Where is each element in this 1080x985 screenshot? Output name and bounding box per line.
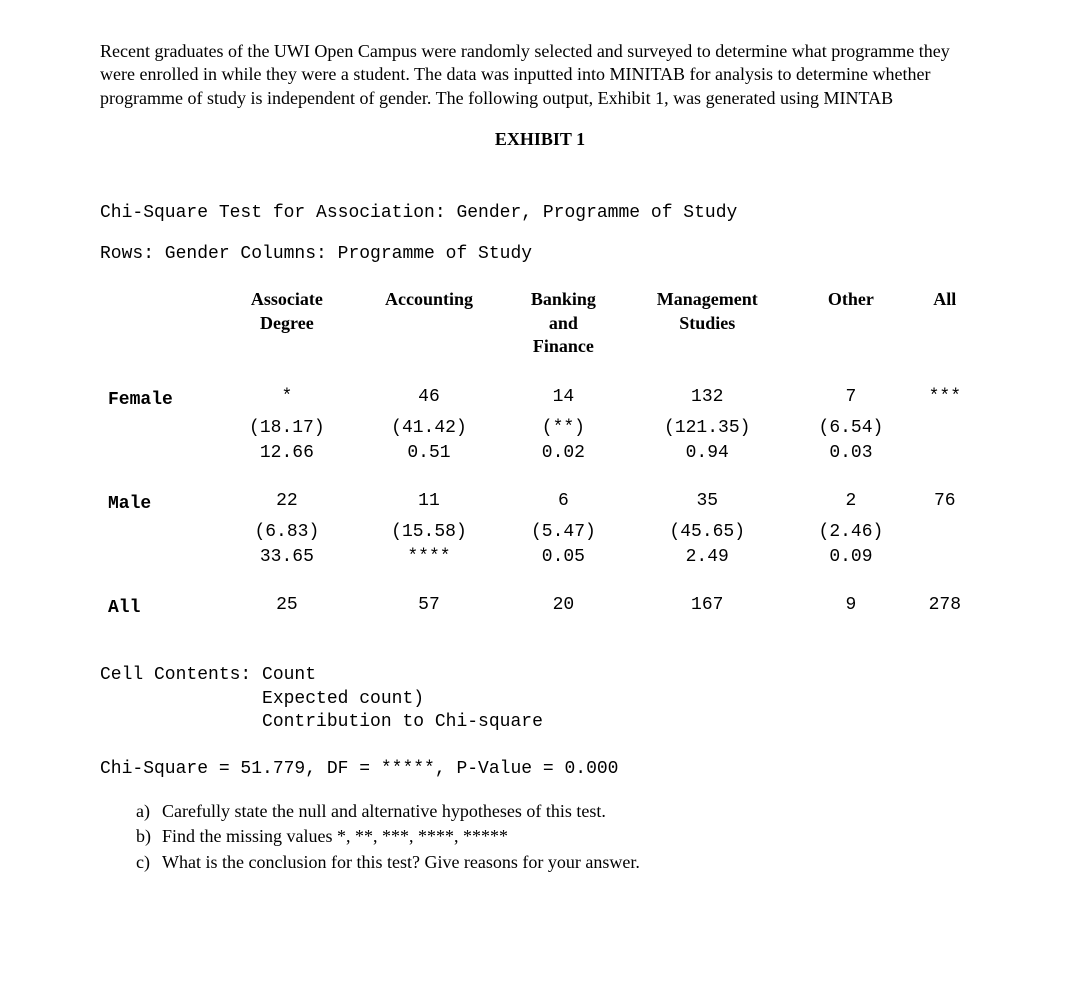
cell: * xyxy=(220,385,353,416)
cell: 33.65 xyxy=(220,545,353,570)
cell: **** xyxy=(353,545,504,570)
cell: 0.09 xyxy=(792,545,909,570)
cell: (41.42) xyxy=(353,416,504,441)
header-other: Other xyxy=(792,284,909,362)
question-c: c) What is the conclusion for this test?… xyxy=(136,851,980,874)
cell: (121.35) xyxy=(622,416,792,441)
cell: 22 xyxy=(220,489,353,520)
cell: 0.03 xyxy=(792,441,909,466)
question-label: b) xyxy=(136,825,162,848)
cell: 76 xyxy=(910,489,980,520)
cell: 35 xyxy=(622,489,792,520)
header-management: ManagementStudies xyxy=(622,284,792,362)
female-contrib-row: 12.66 0.51 0.02 0.94 0.03 xyxy=(100,441,980,466)
cell: (45.65) xyxy=(622,520,792,545)
question-a: a) Carefully state the null and alternat… xyxy=(136,800,980,823)
exhibit-title: EXHIBIT 1 xyxy=(100,128,980,151)
cell: 6 xyxy=(505,489,623,520)
header-banking: BankingandFinance xyxy=(505,284,623,362)
cell: 0.02 xyxy=(505,441,623,466)
header-associate: AssociateDegree xyxy=(220,284,353,362)
all-label: All xyxy=(100,593,220,624)
cell: 20 xyxy=(505,593,623,624)
cell: (5.47) xyxy=(505,520,623,545)
cell: 0.05 xyxy=(505,545,623,570)
header-accounting: Accounting xyxy=(353,284,504,362)
male-label: Male xyxy=(100,489,220,520)
cell: 57 xyxy=(353,593,504,624)
cell: 12.66 xyxy=(220,441,353,466)
rows-columns-line: Rows: Gender Columns: Programme of Study xyxy=(100,243,980,266)
cell xyxy=(910,441,980,466)
cell: 278 xyxy=(910,593,980,624)
table-header-row: AssociateDegree Accounting BankingandFin… xyxy=(100,284,980,362)
cell-contents-legend: Cell Contents: Count Expected count) Con… xyxy=(100,664,980,734)
cell: (6.54) xyxy=(792,416,909,441)
cell: 0.51 xyxy=(353,441,504,466)
cell: 25 xyxy=(220,593,353,624)
header-blank xyxy=(100,284,220,362)
cell: (15.58) xyxy=(353,520,504,545)
cell xyxy=(910,520,980,545)
cell: 9 xyxy=(792,593,909,624)
question-label: c) xyxy=(136,851,162,874)
cell: (**) xyxy=(505,416,623,441)
male-contrib-row: 33.65 **** 0.05 2.49 0.09 xyxy=(100,545,980,570)
male-expected-row: (6.83) (15.58) (5.47) (45.65) (2.46) xyxy=(100,520,980,545)
cell: 2 xyxy=(792,489,909,520)
female-expected-row: (18.17) (41.42) (**) (121.35) (6.54) xyxy=(100,416,980,441)
cell: (18.17) xyxy=(220,416,353,441)
intro-paragraph: Recent graduates of the UWI Open Campus … xyxy=(100,40,980,110)
test-title: Chi-Square Test for Association: Gender,… xyxy=(100,202,980,225)
cell: (2.46) xyxy=(792,520,909,545)
female-label: Female xyxy=(100,385,220,416)
chi-square-table: AssociateDegree Accounting BankingandFin… xyxy=(100,284,980,624)
cell: 14 xyxy=(505,385,623,416)
header-all: All xyxy=(910,284,980,362)
cell: (6.83) xyxy=(220,520,353,545)
cell: 7 xyxy=(792,385,909,416)
cell: 132 xyxy=(622,385,792,416)
cell xyxy=(910,545,980,570)
question-text: What is the conclusion for this test? Gi… xyxy=(162,851,640,874)
question-b: b) Find the missing values *, **, ***, *… xyxy=(136,825,980,848)
cell: 167 xyxy=(622,593,792,624)
all-row: All 25 57 20 167 9 278 xyxy=(100,593,980,624)
male-count-row: Male 22 11 6 35 2 76 xyxy=(100,489,980,520)
question-label: a) xyxy=(136,800,162,823)
question-text: Find the missing values *, **, ***, ****… xyxy=(162,825,508,848)
cell: 46 xyxy=(353,385,504,416)
cell: 11 xyxy=(353,489,504,520)
chi-square-result-line: Chi-Square = 51.779, DF = *****, P-Value… xyxy=(100,758,980,781)
question-text: Carefully state the null and alternative… xyxy=(162,800,606,823)
cell: 0.94 xyxy=(622,441,792,466)
cell: *** xyxy=(910,385,980,416)
questions-list: a) Carefully state the null and alternat… xyxy=(100,800,980,874)
cell: 2.49 xyxy=(622,545,792,570)
female-count-row: Female * 46 14 132 7 *** xyxy=(100,385,980,416)
cell xyxy=(910,416,980,441)
